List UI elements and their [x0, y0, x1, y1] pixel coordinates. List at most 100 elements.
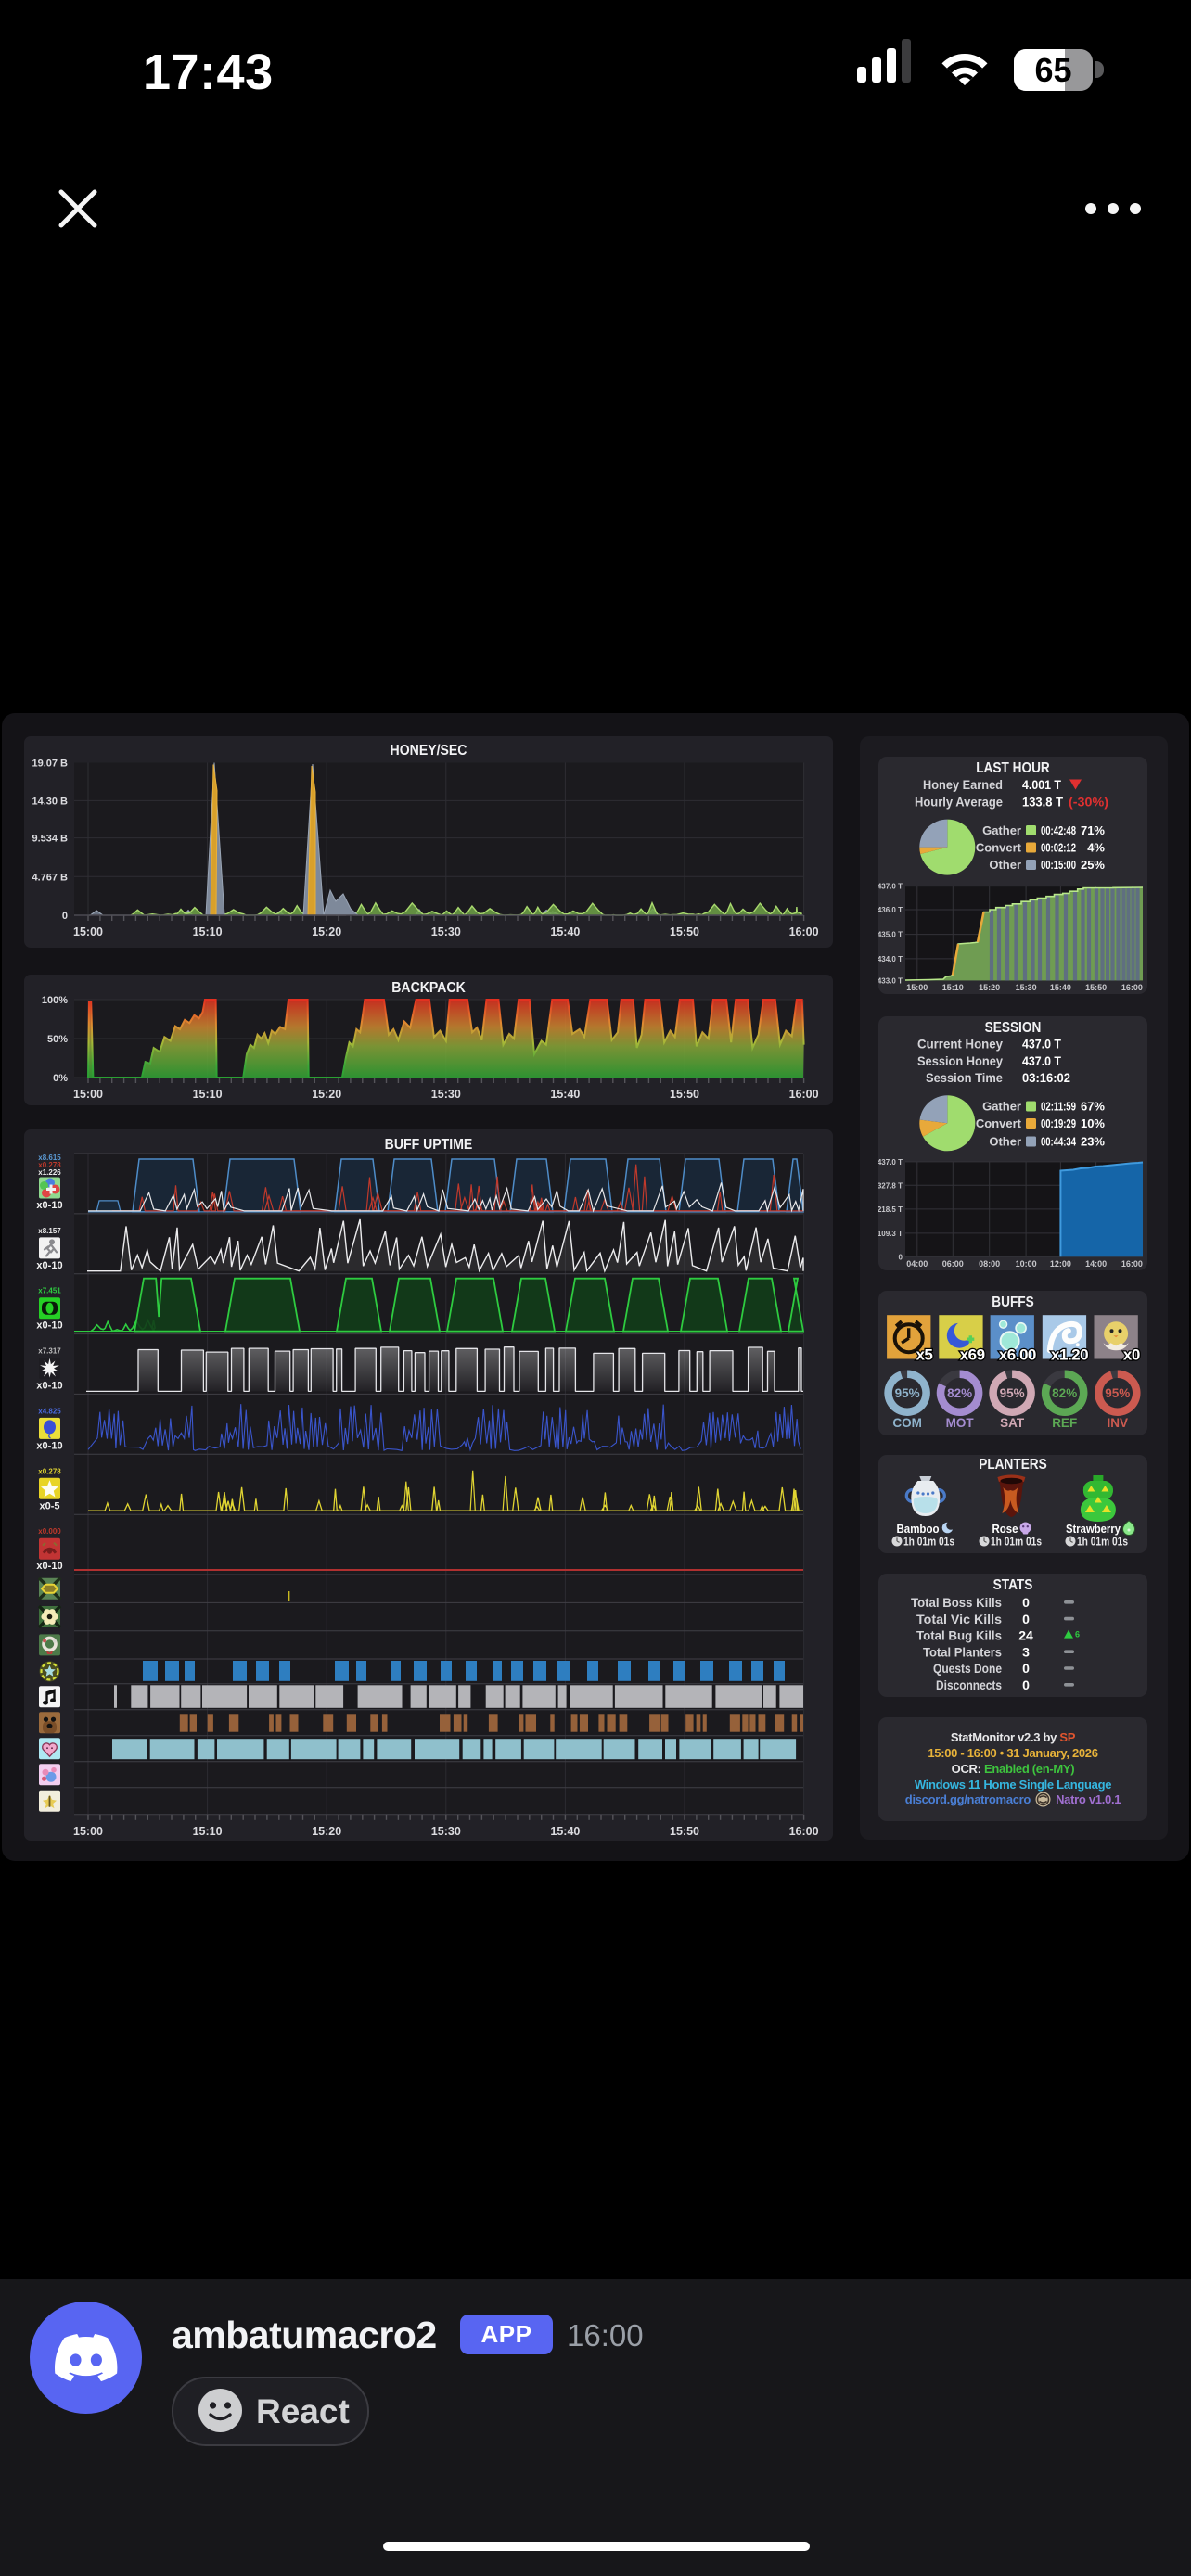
svg-text:x8.157: x8.157	[38, 1227, 61, 1235]
svg-text:15:20: 15:20	[312, 1088, 341, 1101]
svg-text:15:30: 15:30	[1016, 983, 1037, 992]
svg-text:437.0 T: 437.0 T	[1022, 1037, 1061, 1052]
svg-text:437.0 T: 437.0 T	[878, 1158, 903, 1167]
svg-text:14:00: 14:00	[1085, 1259, 1107, 1269]
svg-text:10%: 10%	[1081, 1116, 1105, 1130]
svg-text:12:00: 12:00	[1050, 1259, 1071, 1269]
svg-text:82%: 82%	[947, 1386, 972, 1400]
svg-text:15:10: 15:10	[193, 1088, 223, 1101]
svg-text:00:19:29: 00:19:29	[1041, 1116, 1076, 1130]
svg-text:REF: REF	[1052, 1416, 1077, 1430]
svg-text:4.001 T: 4.001 T	[1022, 777, 1061, 792]
svg-text:0%: 0%	[53, 1073, 68, 1084]
svg-text:x0-10: x0-10	[36, 1320, 62, 1332]
svg-text:0: 0	[899, 1253, 903, 1261]
svg-text:327.8 T: 327.8 T	[878, 1181, 903, 1190]
svg-text:109.3 T: 109.3 T	[878, 1230, 903, 1238]
svg-text:10:00: 10:00	[1016, 1259, 1037, 1269]
svg-text:15:10: 15:10	[193, 925, 223, 938]
svg-text:Session Honey: Session Honey	[917, 1053, 1003, 1068]
svg-text:Hourly Average: Hourly Average	[915, 795, 1003, 810]
svg-text:x69: x69	[960, 1346, 985, 1364]
svg-text:15:10: 15:10	[942, 983, 964, 992]
svg-text:9.534 B: 9.534 B	[32, 834, 68, 845]
svg-text:x7.317: x7.317	[38, 1347, 61, 1356]
svg-text:1h 01m 01s: 1h 01m 01s	[1077, 1536, 1128, 1549]
svg-text:Strawberry: Strawberry	[1066, 1522, 1121, 1536]
svg-text:x0-10: x0-10	[36, 1381, 62, 1392]
svg-text:433.0 T: 433.0 T	[878, 976, 903, 985]
svg-text:218.5 T: 218.5 T	[878, 1205, 903, 1214]
svg-text:x1.226: x1.226	[38, 1168, 61, 1177]
svg-text:x0-5: x0-5	[39, 1500, 59, 1511]
svg-text:x0: x0	[1123, 1346, 1140, 1364]
svg-text:1h 01m 01s: 1h 01m 01s	[991, 1536, 1042, 1549]
svg-text:15:00: 15:00	[73, 925, 103, 938]
svg-text:436.0 T: 436.0 T	[878, 906, 903, 914]
svg-text:19.07 B: 19.07 B	[32, 759, 68, 770]
svg-text:15:20: 15:20	[312, 1825, 341, 1838]
svg-text:71%: 71%	[1081, 823, 1105, 837]
svg-text:133.8 T: 133.8 T	[1022, 795, 1063, 810]
svg-text:0: 0	[1022, 1612, 1030, 1626]
svg-text:15:20: 15:20	[979, 983, 1000, 992]
svg-text:Total Bug Kills: Total Bug Kills	[916, 1628, 1002, 1643]
svg-text:437.0 T: 437.0 T	[1022, 1053, 1061, 1068]
svg-text:25%: 25%	[1081, 858, 1105, 872]
svg-text:x0.000: x0.000	[38, 1527, 61, 1536]
svg-text:Rose: Rose	[992, 1522, 1018, 1536]
svg-text:0: 0	[1022, 1661, 1030, 1676]
svg-text:Quests Done: Quests Done	[933, 1661, 1002, 1676]
svg-text:MOT: MOT	[946, 1416, 975, 1430]
svg-text:INV: INV	[1108, 1416, 1129, 1430]
svg-text:00:44:34: 00:44:34	[1041, 1135, 1077, 1149]
svg-text:Current Honey: Current Honey	[917, 1037, 1003, 1052]
svg-text:15:50: 15:50	[670, 1825, 699, 1838]
svg-text:6: 6	[1075, 1630, 1080, 1639]
svg-text:4.767 B: 4.767 B	[32, 872, 68, 883]
svg-text:82%: 82%	[1052, 1386, 1077, 1400]
svg-text:1h 01m 01s: 1h 01m 01s	[903, 1536, 954, 1549]
svg-text:Session Time: Session Time	[926, 1070, 1003, 1085]
svg-text:15:10: 15:10	[193, 1825, 223, 1838]
svg-text:Convert: Convert	[976, 1116, 1022, 1130]
svg-text:x5: x5	[916, 1346, 932, 1364]
svg-text:03:16:02: 03:16:02	[1022, 1070, 1070, 1085]
svg-text:434.0 T: 434.0 T	[878, 955, 903, 963]
svg-text:15:00: 15:00	[73, 1825, 103, 1838]
svg-text:0: 0	[1022, 1677, 1030, 1692]
svg-text:x0-10: x0-10	[36, 1260, 62, 1271]
svg-text:0: 0	[62, 911, 68, 922]
svg-text:x4.825: x4.825	[38, 1407, 61, 1415]
svg-text:08:00: 08:00	[979, 1259, 1000, 1269]
svg-text:15:30: 15:30	[431, 925, 461, 938]
svg-text:15:00: 15:00	[73, 1088, 103, 1101]
svg-text:15:50: 15:50	[1085, 983, 1107, 992]
svg-text:50%: 50%	[47, 1034, 68, 1045]
svg-text:16:00: 16:00	[789, 1825, 819, 1838]
svg-text:SAT: SAT	[1000, 1416, 1025, 1430]
svg-text:3: 3	[1022, 1644, 1030, 1659]
svg-text:16:00: 16:00	[1121, 983, 1143, 992]
svg-text:15:40: 15:40	[550, 925, 580, 938]
svg-text:x0.278: x0.278	[38, 1161, 61, 1169]
svg-text:04:00: 04:00	[906, 1259, 928, 1269]
svg-text:x0-10: x0-10	[36, 1200, 62, 1211]
svg-text:x7.451: x7.451	[38, 1287, 61, 1295]
svg-text:15:20: 15:20	[312, 925, 341, 938]
svg-text:15:40: 15:40	[550, 1088, 580, 1101]
svg-text:Bamboo: Bamboo	[897, 1522, 940, 1536]
svg-text:00:42:48: 00:42:48	[1041, 823, 1076, 837]
svg-text:16:00: 16:00	[789, 925, 819, 938]
svg-text:435.0 T: 435.0 T	[878, 931, 903, 939]
svg-text:Other: Other	[989, 1135, 1021, 1149]
svg-text:67%: 67%	[1081, 1100, 1105, 1114]
svg-text:4%: 4%	[1087, 841, 1105, 855]
svg-text:95%: 95%	[1105, 1386, 1130, 1400]
svg-text:95%: 95%	[1000, 1386, 1025, 1400]
svg-text:Total Planters: Total Planters	[923, 1644, 1002, 1659]
svg-text:00:02:12: 00:02:12	[1041, 841, 1076, 855]
svg-text:02:11:59: 02:11:59	[1041, 1100, 1076, 1114]
svg-text:Gather: Gather	[982, 1100, 1021, 1114]
svg-text:24: 24	[1018, 1628, 1033, 1643]
